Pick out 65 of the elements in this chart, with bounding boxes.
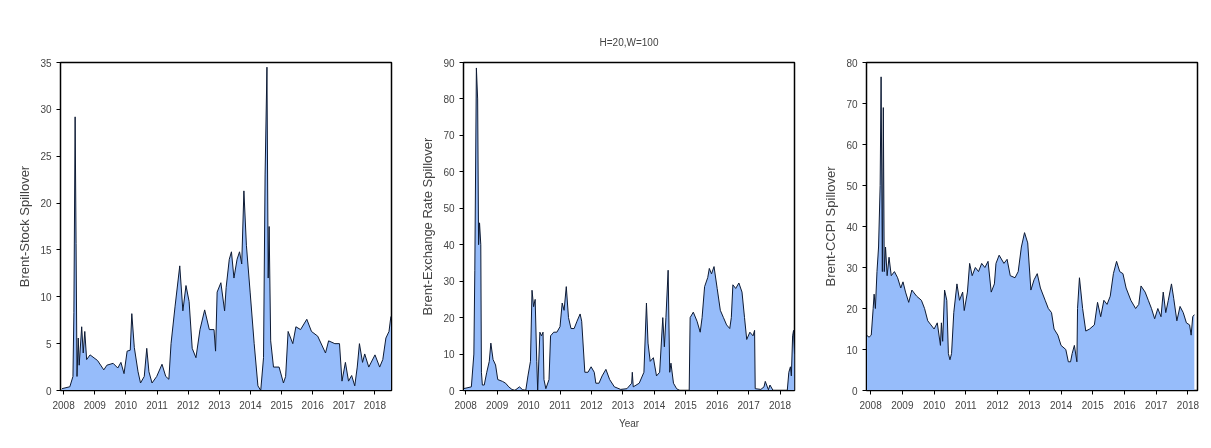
y-tick-label: 50 xyxy=(443,203,455,215)
y-tick-label: 80 xyxy=(443,93,455,105)
x-tick-label: 2017 xyxy=(1145,399,1168,411)
x-tick-label: 2017 xyxy=(332,399,356,411)
y-tick-label: 90 xyxy=(443,57,455,69)
x-tick-label: 2009 xyxy=(83,399,107,411)
x-tick-label: 2012 xyxy=(177,399,200,411)
x-tick-label: 2011 xyxy=(955,399,978,411)
x-tick-label: 2013 xyxy=(611,399,635,411)
x-tick-label: 2018 xyxy=(1176,399,1200,411)
y-tick-label: 70 xyxy=(443,130,455,142)
x-tick-label: 2012 xyxy=(580,399,603,411)
y-tick-label: 10 xyxy=(846,344,858,356)
y-tick-label: 70 xyxy=(846,98,858,110)
y-axis-title: Brent-Exchange Rate Spillover xyxy=(420,136,436,316)
y-tick-label: 25 xyxy=(40,151,52,163)
y-tick-label: 50 xyxy=(846,180,858,192)
x-tick-label: 2008 xyxy=(52,399,76,411)
y-tick-label: 0 xyxy=(851,385,858,397)
y-tick-label: 10 xyxy=(40,291,52,303)
y-axis-title: Brent-CCPI Spillover xyxy=(823,165,839,287)
x-axis-title: Year xyxy=(618,417,640,429)
y-tick-label: 20 xyxy=(40,198,52,210)
x-tick-label: 2012 xyxy=(986,399,1010,411)
x-tick-label: 2018 xyxy=(363,399,387,411)
x-tick-label: 2015 xyxy=(1081,399,1105,411)
y-tick-label: 30 xyxy=(40,104,52,116)
x-tick-label: 2008 xyxy=(454,399,478,411)
y-tick-label: 20 xyxy=(846,303,858,315)
chart-title: H=20,W=100 xyxy=(599,36,659,48)
y-tick-label: 60 xyxy=(443,166,455,178)
y-tick-label: 40 xyxy=(443,239,455,251)
x-tick-label: 2010 xyxy=(922,399,946,411)
x-tick-label: 2009 xyxy=(486,399,509,411)
y-tick-label: 0 xyxy=(448,385,455,397)
x-tick-label: 2014 xyxy=(239,399,263,411)
x-tick-label: 2016 xyxy=(706,399,729,411)
x-tick-label: 2013 xyxy=(1018,399,1041,411)
y-tick-label: 30 xyxy=(846,262,858,274)
x-tick-label: 2013 xyxy=(208,399,231,411)
y-tick-label: 40 xyxy=(846,221,858,233)
x-tick-label: 2010 xyxy=(114,399,138,411)
y-tick-label: 80 xyxy=(846,57,858,69)
y-tick-label: 30 xyxy=(443,276,455,288)
y-tick-label: 15 xyxy=(40,244,52,256)
x-tick-label: 2011 xyxy=(146,399,169,411)
x-tick-label: 2014 xyxy=(1049,399,1073,411)
x-tick-label: 2015 xyxy=(674,399,698,411)
x-tick-label: 2015 xyxy=(270,399,294,411)
x-tick-label: 2016 xyxy=(301,399,325,411)
y-tick-label: 20 xyxy=(443,312,455,324)
x-tick-label: 2016 xyxy=(1113,399,1137,411)
x-tick-label: 2014 xyxy=(643,399,666,411)
x-tick-label: 2009 xyxy=(891,399,914,411)
y-tick-label: 0 xyxy=(45,385,52,397)
x-tick-label: 2017 xyxy=(737,399,761,411)
y-tick-label: 10 xyxy=(443,349,455,361)
y-tick-label: 5 xyxy=(45,338,52,350)
x-tick-label: 2008 xyxy=(859,399,883,411)
y-axis-title: Brent-Stock Spillover xyxy=(17,165,33,288)
x-tick-label: 2011 xyxy=(549,399,572,411)
y-tick-label: 35 xyxy=(40,57,52,69)
x-tick-label: 2010 xyxy=(517,399,541,411)
y-tick-label: 60 xyxy=(846,139,858,151)
x-tick-label: 2018 xyxy=(768,399,792,411)
